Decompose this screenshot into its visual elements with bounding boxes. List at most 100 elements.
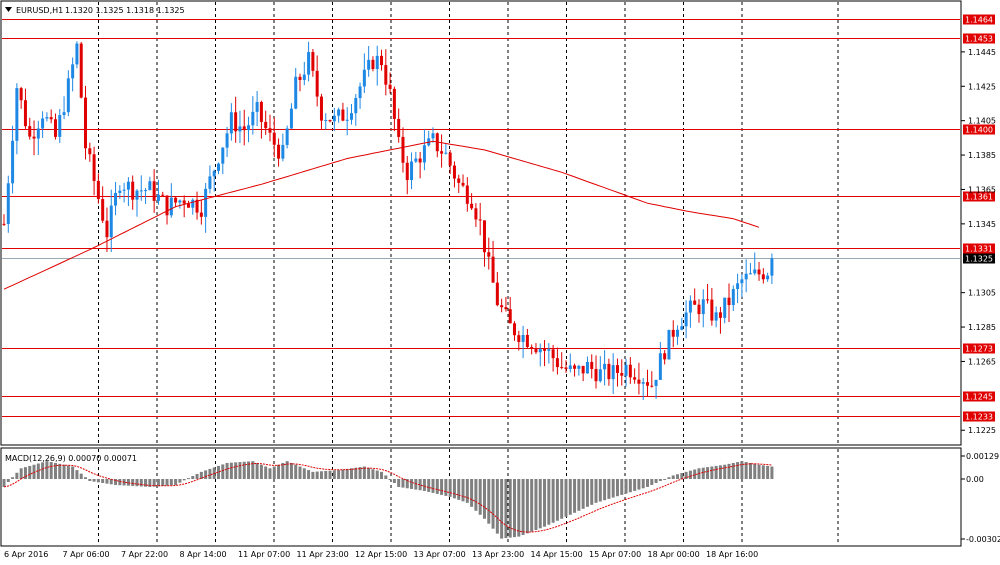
candle-body <box>105 220 109 238</box>
candle-body <box>401 136 405 163</box>
time-label: 15 Apr 07:00 <box>589 550 641 559</box>
candle-body <box>247 125 251 131</box>
triangle-down-icon[interactable] <box>5 7 12 12</box>
macd-bar <box>234 462 238 479</box>
macd-bar <box>182 479 186 481</box>
macd-bar <box>508 479 512 538</box>
macd-bar <box>109 479 113 485</box>
macd-bar <box>740 461 744 479</box>
time-axis: 6 Apr 2016 7 Apr 06:00 7 Apr 22:00 8 Apr 14… <box>4 550 758 559</box>
candle-body <box>169 197 173 216</box>
macd-bar <box>298 466 302 479</box>
candle-body <box>641 382 645 384</box>
macd-bar <box>401 479 405 488</box>
macd-bar <box>633 479 637 491</box>
candle-body <box>281 144 285 159</box>
macd-bar <box>465 479 469 503</box>
candle-body <box>139 190 143 192</box>
macd-bar <box>491 479 495 529</box>
candle-body <box>264 121 268 129</box>
macd-bar <box>564 479 568 517</box>
macd-bar <box>345 468 349 479</box>
candle-body <box>319 96 323 121</box>
candle-body <box>543 348 547 351</box>
level-label: 1.1400 <box>965 126 993 135</box>
candle-body <box>701 299 705 315</box>
macd-bar <box>62 464 66 479</box>
time-label: 14 Apr 15:00 <box>531 550 583 559</box>
candle-body <box>547 349 551 351</box>
macd-bar <box>594 479 598 503</box>
macd-bar <box>23 467 27 479</box>
macd-bar <box>547 479 551 525</box>
candle-body <box>504 307 508 310</box>
candle-body <box>590 361 594 369</box>
macd-bar <box>174 479 178 485</box>
macd-bar <box>650 479 654 485</box>
level-label: 1.1464 <box>965 16 993 25</box>
macd-bar <box>45 461 49 479</box>
candle-body <box>611 365 615 380</box>
macd-bar <box>191 476 195 479</box>
macd-bar <box>573 479 577 513</box>
candle-body <box>302 74 306 80</box>
macd-bar <box>663 479 667 480</box>
candle-body <box>144 190 148 192</box>
price-tick-label: 1.1365 <box>968 185 996 194</box>
macd-bar <box>19 468 23 479</box>
macd-bar <box>517 479 521 537</box>
level-label: 1.1331 <box>965 245 993 254</box>
macd-bar <box>126 479 130 486</box>
price-tick-label: 1.1405 <box>968 117 996 126</box>
candle-body <box>45 117 49 119</box>
macd-bar <box>367 467 371 479</box>
candle-body <box>461 182 465 186</box>
macd-label: MACD(12,26,9) 0.00070 0.00071 <box>5 454 137 463</box>
candle-body <box>152 181 156 201</box>
price-tick-label: 1.1385 <box>968 151 996 160</box>
macd-bar <box>654 479 658 483</box>
time-label: 8 Apr 14:00 <box>180 550 227 559</box>
candle-body <box>380 55 384 66</box>
macd-bar <box>289 462 293 479</box>
macd-bar <box>761 465 765 479</box>
time-label: 7 Apr 06:00 <box>63 550 110 559</box>
candle-body <box>191 199 195 208</box>
candle-body <box>109 205 113 238</box>
candle-body <box>680 326 684 330</box>
candle-body <box>564 367 568 369</box>
macd-bar <box>349 468 353 479</box>
macd-bar <box>684 471 688 479</box>
time-label: 11 Apr 23:00 <box>297 550 349 559</box>
macd-bar <box>628 479 632 493</box>
candle-body <box>272 132 276 145</box>
horizontal-levels[interactable]: 1.1464 1.1453 1.1400 1.1361 1.1331 1.1273 1.12… <box>2 14 995 422</box>
macd-bar <box>688 470 692 479</box>
symbol-label: EURUSD,H1 <box>16 6 63 15</box>
macd-bar <box>36 463 40 479</box>
macd-bar <box>646 479 649 487</box>
macd-bar <box>693 469 697 479</box>
macd-bar <box>718 465 722 479</box>
candle-body <box>718 312 722 318</box>
price-tick-label: 1.1285 <box>968 323 996 332</box>
candle-body <box>126 181 130 190</box>
macd-bar <box>302 468 306 479</box>
macd-bar <box>452 479 456 499</box>
candle-body <box>345 119 349 121</box>
candle-body <box>36 128 40 139</box>
current-price-label: 1.1325 <box>965 255 993 264</box>
macd-bar <box>495 479 499 534</box>
candle-body <box>6 183 10 225</box>
price-tick-label: 1.1445 <box>968 48 996 57</box>
candle-body <box>101 199 105 221</box>
candle-body <box>440 151 444 154</box>
candle-body <box>156 194 160 201</box>
candle-body <box>242 126 246 131</box>
candle-body <box>513 323 517 336</box>
candle-body <box>761 274 765 280</box>
candle-body <box>148 181 152 191</box>
candle-body <box>770 258 774 276</box>
